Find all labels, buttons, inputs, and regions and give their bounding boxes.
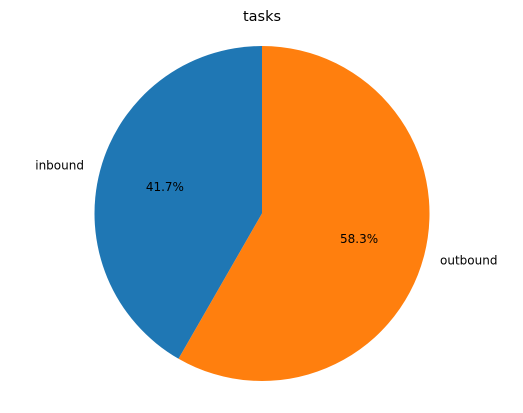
pie-slice-outbound xyxy=(178,46,430,381)
percent-label-outbound: 58.3% xyxy=(340,232,378,246)
pie-slices xyxy=(94,46,430,381)
slice-label-inbound: inbound xyxy=(35,158,84,172)
pie-slice-inbound xyxy=(94,46,262,359)
slice-label-outbound: outbound xyxy=(440,254,497,268)
chart-title: tasks xyxy=(243,9,281,25)
percent-label-inbound: 41.7% xyxy=(146,180,184,194)
pie-labels: inbound 41.7% outbound 58.3% xyxy=(35,158,497,267)
